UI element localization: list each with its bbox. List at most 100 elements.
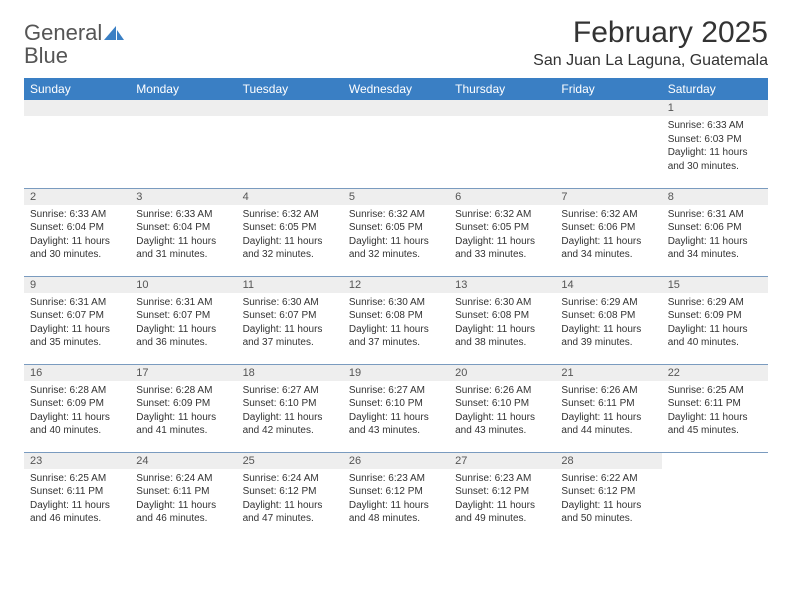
calendar-cell: 18Sunrise: 6:27 AMSunset: 6:10 PMDayligh…	[237, 364, 343, 452]
sunrise-text: Sunrise: 6:30 AM	[455, 296, 549, 310]
sunrise-text: Sunrise: 6:26 AM	[561, 384, 655, 398]
sunrise-text: Sunrise: 6:33 AM	[136, 208, 230, 222]
calendar-cell: 25Sunrise: 6:24 AMSunset: 6:12 PMDayligh…	[237, 452, 343, 540]
sunset-text: Sunset: 6:04 PM	[30, 221, 124, 235]
sunrise-text: Sunrise: 6:29 AM	[561, 296, 655, 310]
day-header: Thursday	[449, 78, 555, 100]
logo-text: General Blue	[24, 22, 124, 68]
day-number: 13	[449, 277, 555, 293]
day-number: 25	[237, 453, 343, 469]
sunrise-text: Sunrise: 6:32 AM	[561, 208, 655, 222]
sunset-text: Sunset: 6:07 PM	[243, 309, 337, 323]
calendar-cell: 4Sunrise: 6:32 AMSunset: 6:05 PMDaylight…	[237, 188, 343, 276]
sunset-text: Sunset: 6:07 PM	[136, 309, 230, 323]
sunset-text: Sunset: 6:11 PM	[668, 397, 762, 411]
day-number: 14	[555, 277, 661, 293]
sunset-text: Sunset: 6:07 PM	[30, 309, 124, 323]
calendar-cell-empty	[130, 100, 236, 188]
day-body: Sunrise: 6:32 AMSunset: 6:05 PMDaylight:…	[237, 205, 343, 266]
sunrise-text: Sunrise: 6:27 AM	[349, 384, 443, 398]
sunrise-text: Sunrise: 6:31 AM	[668, 208, 762, 222]
day-number: 20	[449, 365, 555, 381]
sunset-text: Sunset: 6:12 PM	[349, 485, 443, 499]
daylight-text: Daylight: 11 hours and 37 minutes.	[243, 323, 337, 350]
day-body: Sunrise: 6:31 AMSunset: 6:07 PMDaylight:…	[24, 293, 130, 354]
day-body: Sunrise: 6:33 AMSunset: 6:04 PMDaylight:…	[24, 205, 130, 266]
day-header: Tuesday	[237, 78, 343, 100]
sunset-text: Sunset: 6:05 PM	[349, 221, 443, 235]
daylight-text: Daylight: 11 hours and 40 minutes.	[30, 411, 124, 438]
sunrise-text: Sunrise: 6:28 AM	[136, 384, 230, 398]
day-number: 18	[237, 365, 343, 381]
calendar-week: 2Sunrise: 6:33 AMSunset: 6:04 PMDaylight…	[24, 188, 768, 276]
sunrise-text: Sunrise: 6:32 AM	[243, 208, 337, 222]
calendar-cell: 24Sunrise: 6:24 AMSunset: 6:11 PMDayligh…	[130, 452, 236, 540]
calendar-page: General Blue February 2025 San Juan La L…	[0, 0, 792, 556]
daylight-text: Daylight: 11 hours and 36 minutes.	[136, 323, 230, 350]
sunrise-text: Sunrise: 6:26 AM	[455, 384, 549, 398]
header: General Blue February 2025 San Juan La L…	[24, 16, 768, 70]
daylight-text: Daylight: 11 hours and 37 minutes.	[349, 323, 443, 350]
sunrise-text: Sunrise: 6:25 AM	[668, 384, 762, 398]
day-body: Sunrise: 6:25 AMSunset: 6:11 PMDaylight:…	[662, 381, 768, 442]
day-number	[24, 100, 130, 116]
calendar-cell-empty	[555, 100, 661, 188]
daylight-text: Daylight: 11 hours and 48 minutes.	[349, 499, 443, 526]
sunrise-text: Sunrise: 6:23 AM	[349, 472, 443, 486]
daylight-text: Daylight: 11 hours and 47 minutes.	[243, 499, 337, 526]
day-header: Saturday	[662, 78, 768, 100]
calendar-cell: 15Sunrise: 6:29 AMSunset: 6:09 PMDayligh…	[662, 276, 768, 364]
calendar-cell: 14Sunrise: 6:29 AMSunset: 6:08 PMDayligh…	[555, 276, 661, 364]
daylight-text: Daylight: 11 hours and 34 minutes.	[561, 235, 655, 262]
day-body: Sunrise: 6:30 AMSunset: 6:07 PMDaylight:…	[237, 293, 343, 354]
day-header: Wednesday	[343, 78, 449, 100]
sunset-text: Sunset: 6:11 PM	[561, 397, 655, 411]
sunrise-text: Sunrise: 6:30 AM	[243, 296, 337, 310]
location: San Juan La Laguna, Guatemala	[533, 52, 768, 70]
daylight-text: Daylight: 11 hours and 38 minutes.	[455, 323, 549, 350]
sunrise-text: Sunrise: 6:28 AM	[30, 384, 124, 398]
calendar-cell: 16Sunrise: 6:28 AMSunset: 6:09 PMDayligh…	[24, 364, 130, 452]
calendar-cell: 23Sunrise: 6:25 AMSunset: 6:11 PMDayligh…	[24, 452, 130, 540]
sunrise-text: Sunrise: 6:29 AM	[668, 296, 762, 310]
calendar-cell-empty	[24, 100, 130, 188]
calendar-week: 1Sunrise: 6:33 AMSunset: 6:03 PMDaylight…	[24, 100, 768, 188]
calendar-cell: 10Sunrise: 6:31 AMSunset: 6:07 PMDayligh…	[130, 276, 236, 364]
day-body: Sunrise: 6:30 AMSunset: 6:08 PMDaylight:…	[449, 293, 555, 354]
daylight-text: Daylight: 11 hours and 32 minutes.	[349, 235, 443, 262]
logo-sail-icon	[104, 24, 124, 45]
day-number	[237, 100, 343, 116]
day-number: 21	[555, 365, 661, 381]
calendar-head: SundayMondayTuesdayWednesdayThursdayFrid…	[24, 78, 768, 100]
logo-text-2: Blue	[24, 43, 68, 68]
day-body: Sunrise: 6:26 AMSunset: 6:10 PMDaylight:…	[449, 381, 555, 442]
calendar-cell: 9Sunrise: 6:31 AMSunset: 6:07 PMDaylight…	[24, 276, 130, 364]
day-body: Sunrise: 6:26 AMSunset: 6:11 PMDaylight:…	[555, 381, 661, 442]
day-body: Sunrise: 6:29 AMSunset: 6:09 PMDaylight:…	[662, 293, 768, 354]
day-body: Sunrise: 6:29 AMSunset: 6:08 PMDaylight:…	[555, 293, 661, 354]
day-number	[130, 100, 236, 116]
calendar-week: 23Sunrise: 6:25 AMSunset: 6:11 PMDayligh…	[24, 452, 768, 540]
day-body: Sunrise: 6:28 AMSunset: 6:09 PMDaylight:…	[130, 381, 236, 442]
calendar-cell: 7Sunrise: 6:32 AMSunset: 6:06 PMDaylight…	[555, 188, 661, 276]
sunset-text: Sunset: 6:12 PM	[243, 485, 337, 499]
day-number: 27	[449, 453, 555, 469]
daylight-text: Daylight: 11 hours and 35 minutes.	[30, 323, 124, 350]
day-body: Sunrise: 6:33 AMSunset: 6:04 PMDaylight:…	[130, 205, 236, 266]
sunset-text: Sunset: 6:06 PM	[561, 221, 655, 235]
sunrise-text: Sunrise: 6:33 AM	[668, 119, 762, 133]
day-body: Sunrise: 6:33 AMSunset: 6:03 PMDaylight:…	[662, 116, 768, 177]
daylight-text: Daylight: 11 hours and 30 minutes.	[30, 235, 124, 262]
day-header-row: SundayMondayTuesdayWednesdayThursdayFrid…	[24, 78, 768, 100]
day-body: Sunrise: 6:23 AMSunset: 6:12 PMDaylight:…	[449, 469, 555, 530]
sunset-text: Sunset: 6:11 PM	[30, 485, 124, 499]
sunset-text: Sunset: 6:09 PM	[668, 309, 762, 323]
day-number: 22	[662, 365, 768, 381]
sunset-text: Sunset: 6:12 PM	[455, 485, 549, 499]
day-body: Sunrise: 6:31 AMSunset: 6:07 PMDaylight:…	[130, 293, 236, 354]
daylight-text: Daylight: 11 hours and 40 minutes.	[668, 323, 762, 350]
daylight-text: Daylight: 11 hours and 32 minutes.	[243, 235, 337, 262]
day-number: 10	[130, 277, 236, 293]
calendar-cell: 11Sunrise: 6:30 AMSunset: 6:07 PMDayligh…	[237, 276, 343, 364]
day-number	[555, 100, 661, 116]
